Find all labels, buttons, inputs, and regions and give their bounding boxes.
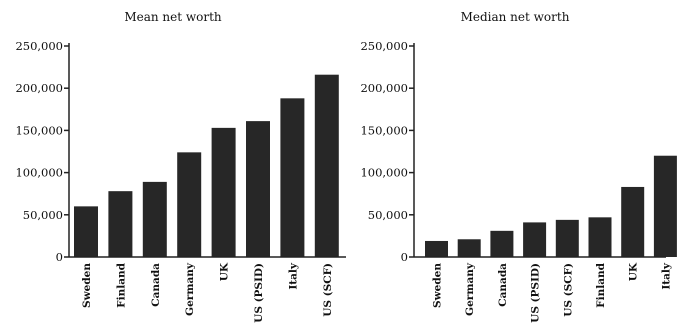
x-tick-label-us-psid: US (PSID) [530,263,542,323]
y-tick-label: 200,000 [360,81,408,95]
x-tick-label-italy: Italy [660,262,672,290]
x-tick-label-finland: Finland [115,262,127,308]
bar-italy [280,98,305,257]
y-tick-label: 200,000 [15,81,63,95]
bar-germany [457,239,481,257]
bar-canada [490,230,514,257]
bar-us-psid [246,121,270,257]
bar-germany [177,152,202,257]
bar-us-scf [314,74,339,257]
x-tick-label-germany: Germany [184,262,196,316]
y-tick-label: 150,000 [15,123,63,137]
median-net-worth-panel: Median net worth 0 50,000 100,000 150,000 20… [360,10,677,323]
y-tick-label: 50,000 [23,208,63,222]
x-tick-label-canada: Canada [497,263,509,307]
bar-canada [142,181,167,257]
x-tick-label-germany: Germany [464,262,476,316]
y-tick-label: 50,000 [368,208,408,222]
x-tick-label-italy: Italy [287,262,299,290]
x-tick-label-uk: UK [219,262,231,281]
x-tick-label-sweden: Sweden [81,263,93,308]
chart-title-mean: Mean net worth [124,10,222,24]
bar-sweden [74,206,98,257]
x-tick-label-us-psid: US (PSID) [253,263,265,323]
x-tick-label-sweden: Sweden [432,263,444,308]
x-tick-label-us-scf: US (SCF) [322,263,334,317]
y-tick-label: 100,000 [360,166,408,180]
y-tick-label: 0 [56,250,63,264]
chart-title-median: Median net worth [461,10,570,24]
y-tick-label: 250,000 [15,39,63,53]
bar-us-psid [523,222,547,257]
x-tick-label-canada: Canada [150,263,162,307]
x-tick-label-uk: UK [628,262,640,281]
bar-us-scf [555,219,579,257]
bar-sweden [425,240,448,257]
bar-uk [621,186,645,257]
bar-finland [588,217,612,257]
mean-net-worth-panel: Mean net worth 0 50,000 100,000 150,000 200,… [15,10,346,323]
bar-italy [653,155,677,257]
bar-finland [108,191,133,257]
y-tick-label: 100,000 [15,166,63,180]
y-tick-label: 0 [401,250,408,264]
y-tick-label: 250,000 [360,39,408,53]
x-tick-label-finland: Finland [595,262,607,308]
bar-uk [211,127,236,257]
x-tick-label-us-scf: US (SCF) [562,263,574,317]
y-tick-label: 150,000 [360,123,408,137]
